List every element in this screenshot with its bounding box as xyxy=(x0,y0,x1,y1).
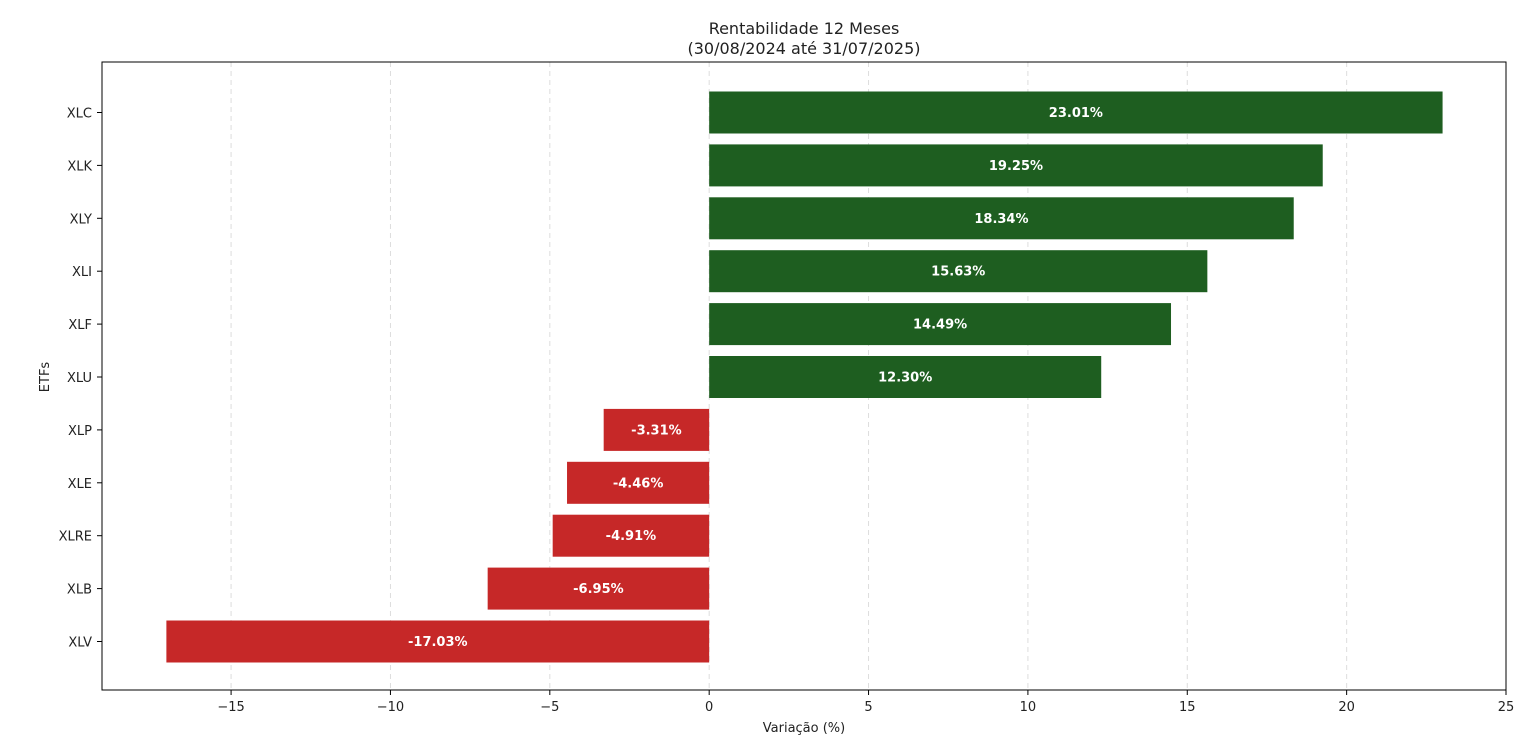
x-tick-label: 25 xyxy=(1498,700,1515,715)
data-label: -4.91% xyxy=(606,529,657,544)
bar-xle xyxy=(567,461,710,504)
chart-subtitle: (30/08/2024 até 31/07/2025) xyxy=(687,39,920,58)
y-tick-label: XLF xyxy=(68,318,92,333)
y-axis-ticks: XLC XLK XLY XLI XLF XLU XLP XLE XLRE XLB XLV xyxy=(59,107,102,651)
data-label: 12.30% xyxy=(878,371,932,386)
data-label: -17.03% xyxy=(408,635,468,650)
bar-xlu xyxy=(709,356,1102,398)
y-tick-label: XLB xyxy=(67,583,92,598)
y-axis-label: ETFs xyxy=(38,362,53,393)
bar-xly xyxy=(709,197,1294,240)
data-labels: 23.01% 19.25% 18.34% 15.63% 14.49% 12.30% -3.3… xyxy=(408,106,1103,650)
x-axis-label: Variação (%) xyxy=(763,721,845,736)
x-tick-label: −10 xyxy=(377,700,404,715)
bar-xlk xyxy=(709,144,1323,187)
bar-xlre xyxy=(552,514,710,557)
x-tick-label: −15 xyxy=(217,700,244,715)
data-label: 18.34% xyxy=(974,212,1028,227)
x-tick-label: 15 xyxy=(1179,700,1196,715)
data-label: -3.31% xyxy=(631,423,682,438)
x-tick-label: 0 xyxy=(705,700,713,715)
chart-title: Rentabilidade 12 Meses xyxy=(709,19,900,38)
y-tick-label: XLY xyxy=(70,212,92,227)
data-label: 14.49% xyxy=(913,318,967,333)
y-tick-label: XLI xyxy=(72,265,92,280)
bar-xlf xyxy=(709,303,1172,346)
y-tick-label: XLRE xyxy=(59,530,92,545)
y-tick-label: XLE xyxy=(68,477,92,492)
data-label: 19.25% xyxy=(989,159,1043,174)
y-tick-label: XLU xyxy=(67,371,92,386)
x-tick-label: 20 xyxy=(1338,700,1355,715)
data-label: 15.63% xyxy=(931,265,985,280)
bar-xlb xyxy=(487,567,710,610)
y-tick-label: XLP xyxy=(68,424,92,439)
x-tick-label: −5 xyxy=(540,700,559,715)
bar-xlc xyxy=(709,91,1443,134)
y-tick-label: XLC xyxy=(67,107,92,122)
data-label: -4.46% xyxy=(613,476,664,491)
bars xyxy=(166,91,1443,663)
y-tick-label: XLV xyxy=(68,636,92,651)
bar-xlp xyxy=(603,408,710,451)
y-tick-label: XLK xyxy=(67,159,92,174)
data-label: 23.01% xyxy=(1049,106,1103,121)
plot-frame xyxy=(101,61,1507,691)
bar-xli xyxy=(709,250,1208,293)
x-tick-label: 10 xyxy=(1020,700,1037,715)
x-tick-label: 5 xyxy=(864,700,872,715)
x-axis-ticks: −15 −10 −5 0 5 10 15 20 25 xyxy=(217,690,1514,715)
data-label: -6.95% xyxy=(573,582,624,597)
bar-xlv xyxy=(166,620,710,663)
